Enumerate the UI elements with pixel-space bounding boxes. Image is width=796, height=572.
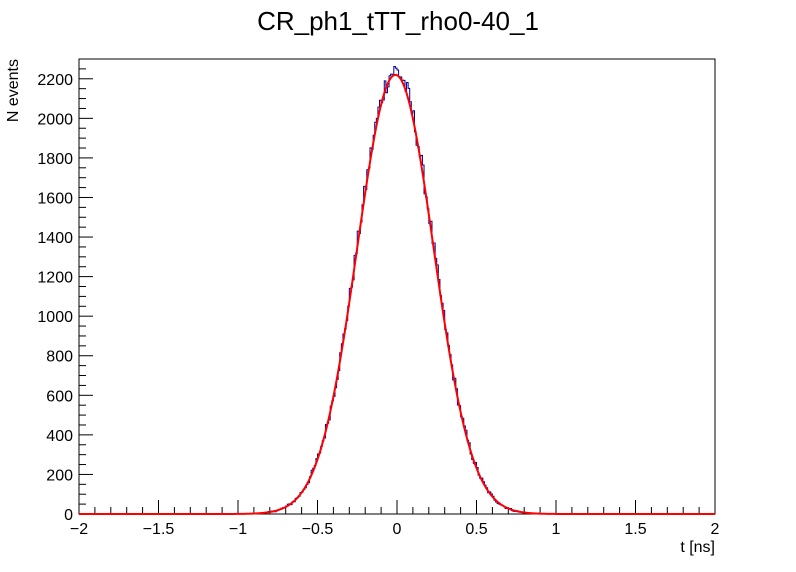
y-tick-label: 600 <box>46 388 73 405</box>
plot-frame <box>78 58 716 515</box>
y-tick-label: 1200 <box>37 270 73 287</box>
x-tick-label: 1.5 <box>624 521 646 538</box>
x-tick-label: 0 <box>393 521 402 538</box>
y-tick-label: 200 <box>46 467 73 484</box>
x-tick-label: −1.5 <box>143 521 175 538</box>
gaussian-fit-curve <box>79 73 715 515</box>
y-tick-label: 800 <box>46 349 73 366</box>
y-tick-label: 0 <box>64 507 73 524</box>
y-tick-label: 1000 <box>37 309 73 326</box>
y-tick-label: 1600 <box>37 190 73 207</box>
y-tick-label: 1400 <box>37 230 73 247</box>
x-tick-label: −0.5 <box>302 521 334 538</box>
x-tick-label: 0.5 <box>465 521 487 538</box>
chart-title: CR_ph1_tTT_rho0-40_1 <box>257 6 539 36</box>
y-tick-label: 2000 <box>37 111 73 128</box>
y-tick-label: 400 <box>46 428 73 445</box>
x-axis: −2 −1.5 −1 −0.5 0 0.5 1 1.5 2 <box>70 500 720 538</box>
y-axis-label: N events <box>5 59 22 122</box>
x-axis-label: t [ns] <box>680 539 715 556</box>
y-tick-label: 1800 <box>37 151 73 168</box>
x-tick-label: 2 <box>711 521 720 538</box>
y-tick-label: 2200 <box>37 72 73 89</box>
histogram-series <box>79 66 715 515</box>
x-tick-label: 1 <box>552 521 561 538</box>
x-tick-label: −2 <box>70 521 88 538</box>
y-axis: 0 200 400 600 800 1000 1200 1400 1600 1800 2000 220… <box>37 58 93 524</box>
x-tick-label: −1 <box>229 521 247 538</box>
